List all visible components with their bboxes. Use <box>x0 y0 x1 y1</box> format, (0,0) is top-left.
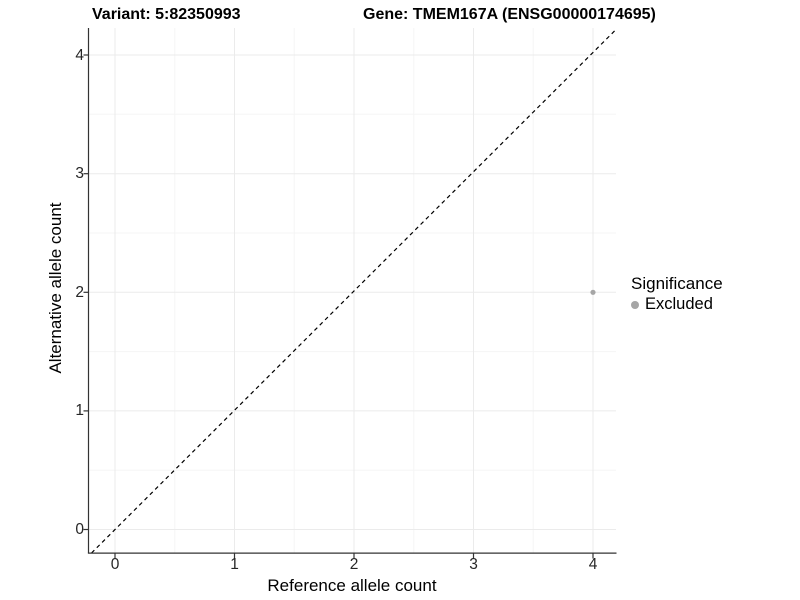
x-tick-label-3: 3 <box>469 556 478 573</box>
excluded-point-icon <box>631 300 639 309</box>
axis-lines <box>87 28 617 554</box>
data-points <box>590 289 596 295</box>
variant-title: Variant: 5:82350993 <box>92 6 241 23</box>
legend: Significance Excluded <box>631 274 791 314</box>
x-tick-label-0: 0 <box>110 556 120 573</box>
minor-gridlines <box>88 28 616 553</box>
y-tick-label-0: 0 <box>75 520 84 538</box>
x-tick-label-2: 2 <box>349 556 359 573</box>
data-point <box>590 289 596 295</box>
x-tick-label-1: 1 <box>230 556 239 573</box>
legend-item-label: Excluded <box>645 295 713 313</box>
y-tick-label-4: 4 <box>75 46 84 64</box>
y-axis-title: Alternative allele count <box>46 202 65 374</box>
gene-title: Gene: TMEM167A (ENSG00000174695) <box>363 6 656 23</box>
legend-item-excluded: Excluded <box>631 295 791 314</box>
tick-marks <box>83 54 594 559</box>
legend-title: Significance <box>631 274 723 293</box>
y-tick-label-2: 2 <box>75 283 84 301</box>
y-tick-label-1: 1 <box>75 402 84 419</box>
x-tick-label-4: 4 <box>588 556 598 573</box>
y-tick-label-3: 3 <box>75 165 84 182</box>
identity-reference-line <box>91 28 618 554</box>
x-axis-title: Reference allele count <box>267 576 437 595</box>
major-gridlines <box>88 28 616 553</box>
